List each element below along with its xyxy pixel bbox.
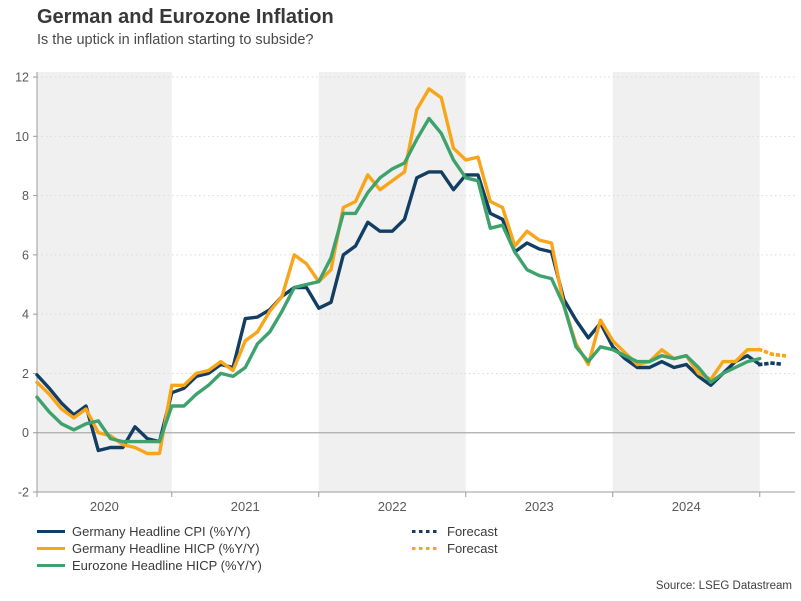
- forecast-line-forecast-germany-headline-hicp: [757, 347, 787, 358]
- chart-title: German and Eurozone Inflation: [37, 6, 334, 28]
- germany-cpi-line-swatch: [37, 529, 65, 534]
- legend-row: Germany Headline HICP (%Y/Y) Forecast: [37, 540, 777, 557]
- x-year-label: 2023: [525, 499, 554, 514]
- y-tick-label: 10: [15, 130, 29, 144]
- forecast-hicp-dotted-swatch: [412, 546, 440, 551]
- y-tick-label: 2: [22, 367, 29, 381]
- legend-item-eurozone-hicp: Eurozone Headline HICP (%Y/Y): [37, 558, 412, 573]
- legend-item-germany-hicp: Germany Headline HICP (%Y/Y): [37, 541, 412, 556]
- source-credit: Source: LSEG Datastream: [655, 580, 792, 592]
- legend-label: Forecast: [447, 524, 498, 539]
- x-year-label: 2021: [231, 499, 260, 514]
- y-tick-label: 6: [22, 248, 29, 262]
- x-year-label: 2024: [672, 499, 701, 514]
- forecast-line-forecast-germany-headline-cpi: [757, 361, 787, 367]
- chart-legend: Germany Headline CPI (%Y/Y) Forecast Ger…: [37, 523, 777, 574]
- germany-hicp-line-swatch: [37, 546, 65, 551]
- legend-item-germany-cpi: Germany Headline CPI (%Y/Y): [37, 524, 412, 539]
- legend-item-forecast-cpi: Forecast: [412, 524, 498, 539]
- series-line-germany-headline-hicp-y-y: [35, 87, 762, 456]
- series-line-eurozone-headline-hicp-y-y: [35, 116, 762, 444]
- legend-label: Germany Headline CPI (%Y/Y): [72, 524, 251, 539]
- eurozone-hicp-line-swatch: [37, 563, 65, 568]
- year-band: [612, 72, 760, 492]
- y-tick-label: -2: [18, 486, 29, 500]
- y-tick-label: 4: [22, 308, 29, 322]
- legend-row: Germany Headline CPI (%Y/Y) Forecast: [37, 523, 777, 540]
- x-year-label: 2020: [90, 499, 119, 514]
- y-tick-label: 8: [22, 189, 29, 203]
- legend-label: Forecast: [447, 541, 498, 556]
- legend-item-forecast-hicp: Forecast: [412, 541, 498, 556]
- legend-row: Eurozone Headline HICP (%Y/Y): [37, 557, 777, 574]
- year-band: [318, 72, 466, 492]
- legend-label: Germany Headline HICP (%Y/Y): [72, 541, 260, 556]
- forecast-cpi-dotted-swatch: [412, 529, 440, 534]
- y-tick-label: 12: [15, 71, 29, 85]
- x-year-label: 2022: [378, 499, 407, 514]
- chart-subtitle: Is the uptick in inflation starting to s…: [37, 32, 314, 48]
- y-tick-label: 0: [22, 426, 29, 440]
- legend-label: Eurozone Headline HICP (%Y/Y): [72, 558, 262, 573]
